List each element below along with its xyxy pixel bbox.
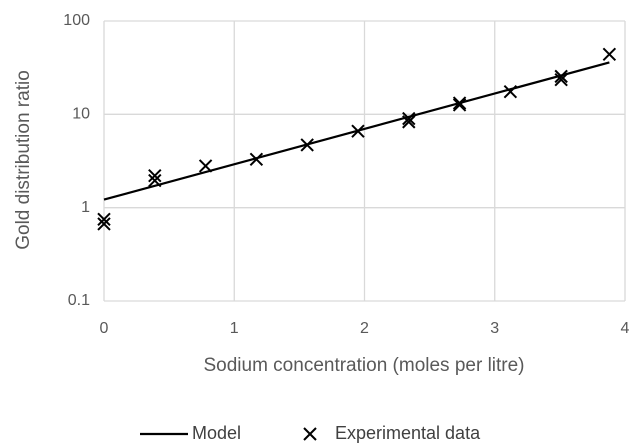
legend-label: Model (192, 423, 241, 443)
marker-stroke (148, 169, 162, 183)
data-point (97, 212, 111, 227)
marker-stroke (303, 427, 317, 441)
x-tick-label: 4 (621, 320, 629, 337)
marker-stroke (402, 115, 416, 129)
marker-stroke (249, 152, 264, 166)
data-point (97, 217, 111, 231)
marker-stroke (554, 72, 568, 87)
marker-stroke (148, 173, 162, 188)
data-point (554, 69, 568, 84)
data-point (402, 115, 416, 129)
marker-stroke (503, 84, 518, 99)
data-point (148, 173, 162, 188)
legend-label: Experimental data (335, 423, 481, 443)
x-tick-label: 2 (360, 320, 369, 337)
y-tick-label: 0.1 (68, 292, 90, 309)
data-point (452, 98, 467, 112)
marker-stroke (97, 217, 111, 231)
data-point (300, 138, 314, 152)
data-point (554, 72, 568, 87)
marker-stroke (452, 98, 467, 112)
x-tick-label: 1 (230, 320, 239, 337)
x-tick-label: 3 (490, 320, 499, 337)
legend-marker (303, 427, 317, 441)
data-point (148, 169, 162, 183)
data-point (503, 84, 518, 99)
marker-stroke (198, 159, 213, 173)
data-point (452, 96, 467, 110)
y-tick-label: 10 (72, 106, 90, 123)
y-tick-label: 100 (63, 12, 90, 29)
marker-stroke (402, 111, 416, 126)
marker-stroke (300, 138, 314, 152)
marker-stroke (351, 124, 365, 138)
marker-stroke (452, 96, 467, 110)
data-point (249, 152, 264, 166)
data-point (602, 47, 617, 61)
data-point (198, 159, 213, 173)
x-tick-label: 0 (100, 320, 109, 337)
x-axis-title: Sodium concentration (moles per litre) (203, 355, 524, 376)
marker-stroke (554, 69, 568, 84)
marker-stroke (602, 47, 617, 61)
marker-stroke (97, 212, 111, 227)
y-axis-title: Gold distribution ratio (13, 70, 34, 250)
data-point (402, 111, 416, 126)
y-tick-label: 1 (81, 199, 90, 216)
data-point (351, 124, 365, 138)
